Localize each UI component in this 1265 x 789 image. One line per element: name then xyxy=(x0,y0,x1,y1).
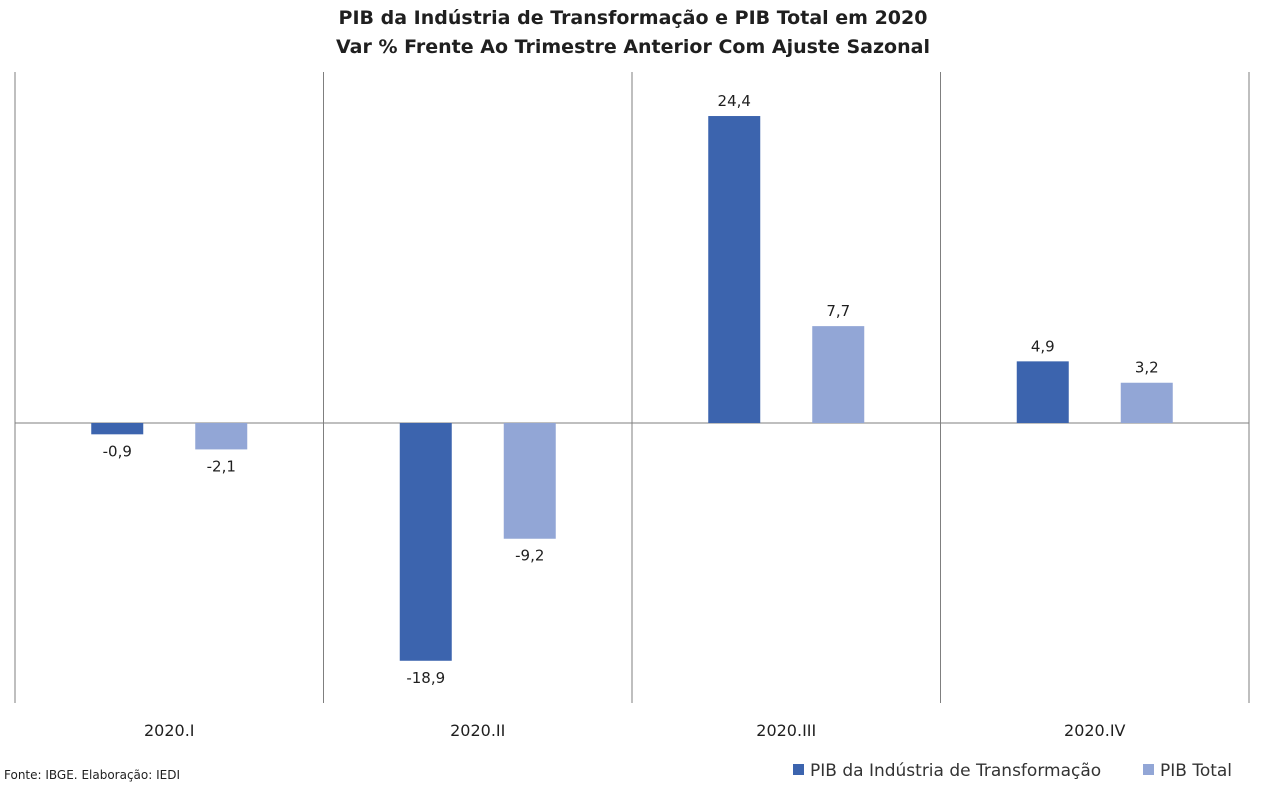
bar-industria-2020.III xyxy=(708,116,761,423)
chart-title: PIB da Indústria de Transformação e PIB … xyxy=(339,7,928,29)
bar-industria-2020.II xyxy=(399,423,452,661)
data-label: 3,2 xyxy=(1135,359,1159,377)
chart-subtitle: Var % Frente Ao Trimestre Anterior Com A… xyxy=(336,36,930,58)
data-label: -0,9 xyxy=(103,442,132,460)
data-label: -2,1 xyxy=(207,457,236,475)
bar-total-2020.I xyxy=(195,423,248,450)
category-label: 2020.I xyxy=(144,721,195,740)
bar-total-2020.II xyxy=(503,423,556,539)
bar-total-2020.IV xyxy=(1120,382,1173,423)
legend-swatch-industria xyxy=(793,764,804,775)
bar-industria-2020.I xyxy=(91,423,144,435)
category-label: 2020.II xyxy=(450,721,505,740)
legend-swatch-total xyxy=(1143,764,1154,775)
source-note: Fonte: IBGE. Elaboração: IEDI xyxy=(4,768,180,782)
category-label: 2020.III xyxy=(756,721,816,740)
category-label: 2020.IV xyxy=(1064,721,1126,740)
bar-industria-2020.IV xyxy=(1016,361,1069,423)
data-label: 4,9 xyxy=(1031,337,1055,355)
data-label: -18,9 xyxy=(406,669,445,687)
bar-total-2020.III xyxy=(812,326,865,423)
data-label: 24,4 xyxy=(718,92,751,110)
data-label: 7,7 xyxy=(826,302,850,320)
data-label: -9,2 xyxy=(515,547,544,565)
legend-label-total: PIB Total xyxy=(1160,761,1232,781)
chart-title-group: PIB da Indústria de Transformação e PIB … xyxy=(336,7,930,58)
plot-area: -0,9 -2,1 2020.I -18,9 -9,2 2020.II 24,4 7,7 202… xyxy=(14,72,1250,740)
legend-label-industria: PIB da Indústria de Transformação xyxy=(810,761,1101,781)
legend: PIB da Indústria de Transformação PIB Tot… xyxy=(793,761,1232,781)
